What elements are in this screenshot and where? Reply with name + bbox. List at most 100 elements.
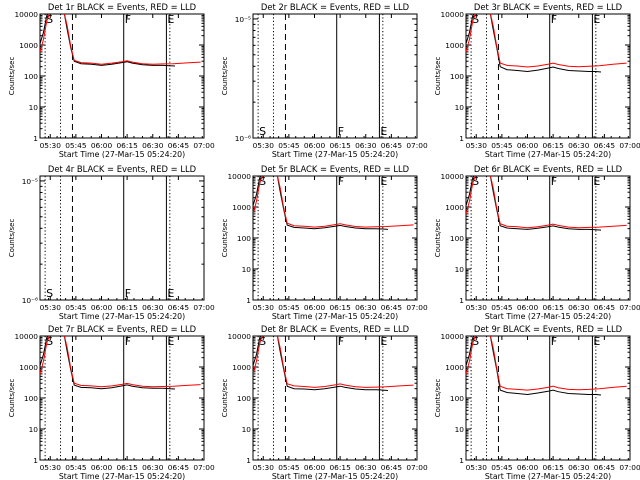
y-tick-label: 1000: [19, 363, 38, 372]
y-tick-label: 100: [450, 72, 464, 81]
series-group: [466, 14, 627, 73]
x-tick-label: 06:00: [91, 463, 113, 472]
marker-label: F: [338, 335, 344, 348]
y-tick-label: 10⁻⁵: [22, 177, 38, 186]
y-tick-label: 100: [237, 394, 251, 403]
y-tick-label: 10000: [227, 332, 251, 341]
x-tick-label: 06:15: [542, 141, 564, 150]
panel-det-8: Det 8r BLACK = Events, RED = LLD 05:30 05:…: [221, 324, 428, 480]
y-axis-label: Counts/sec: [221, 379, 229, 418]
x-tick-label: 06:30: [568, 463, 590, 472]
x-tick-label: 05:45: [65, 303, 87, 312]
x-tick-label: 06:30: [355, 141, 377, 150]
x-axis-label: Start Time (27-Mar-15 05:24:20): [59, 472, 185, 480]
events-series-line: [466, 14, 602, 73]
marker-label: E: [380, 125, 387, 138]
y-tick-label: 1: [246, 296, 251, 305]
marker-label: E: [380, 175, 387, 188]
lld-series-line: [253, 176, 414, 228]
x-tick-label: 06:45: [381, 303, 403, 312]
x-tick-label: 06:15: [329, 463, 351, 472]
lld-series-line: [253, 336, 414, 388]
events-series-line: [466, 176, 602, 231]
marker-label: S: [472, 175, 479, 188]
x-tick-label: 07:00: [406, 141, 428, 150]
y-tick-label: 10⁻⁶: [235, 134, 251, 143]
x-tick-label: 06:30: [142, 303, 164, 312]
x-tick-label: 06:15: [116, 303, 138, 312]
x-tick-label: 06:00: [91, 141, 113, 150]
series-group: [466, 336, 627, 396]
y-tick-label: 1000: [19, 41, 38, 50]
panel-det-2: Det 2r BLACK = Events, RED = LLD 05:30 05:…: [221, 2, 428, 159]
x-tick-label: 05:30: [466, 303, 488, 312]
y-tick-label: 1: [33, 134, 38, 143]
y-tick-label: 10000: [440, 10, 464, 19]
marker-label: E: [380, 335, 387, 348]
panel-det-3: Det 3r BLACK = Events, RED = LLD 05:30 05:…: [434, 2, 640, 159]
x-tick-label: 06:45: [594, 463, 616, 472]
lld-series-line: [466, 176, 627, 229]
x-tick-label: 06:00: [304, 141, 326, 150]
y-tick-label: 10⁻⁶: [22, 296, 38, 305]
panel-det-4: Det 4r BLACK = Events, RED = LLD 05:30 05:…: [8, 164, 215, 321]
series-group: [40, 14, 201, 67]
x-tick-label: 06:30: [568, 141, 590, 150]
y-axis-label: Counts/sec: [221, 57, 229, 96]
panel-title: Det 5r BLACK = Events, RED = LLD: [261, 164, 409, 174]
y-tick-label: 1000: [232, 363, 251, 372]
x-tick-label: 05:45: [65, 463, 87, 472]
y-tick-label: 100: [237, 234, 251, 243]
lld-series-line: [466, 336, 627, 391]
panel-title: Det 8r BLACK = Events, RED = LLD: [261, 324, 409, 334]
marker-label: F: [551, 13, 557, 26]
marker-label: E: [593, 175, 600, 188]
x-tick-label: 07:00: [406, 463, 428, 472]
x-tick-label: 05:45: [278, 141, 300, 150]
events-series-line: [253, 176, 389, 230]
marker-label: F: [125, 287, 131, 300]
marker-label: E: [593, 335, 600, 348]
x-tick-label: 05:30: [40, 141, 62, 150]
marker-label: E: [167, 13, 174, 26]
y-tick-label: 1: [459, 296, 464, 305]
events-series-line: [40, 14, 176, 67]
x-tick-label: 07:00: [619, 141, 640, 150]
x-tick-label: 07:00: [619, 463, 640, 472]
marker-label: S: [46, 287, 53, 300]
x-axis-label: Start Time (27-Mar-15 05:24:20): [485, 150, 611, 159]
events-series-line: [40, 336, 176, 390]
marker-label: E: [167, 287, 174, 300]
y-tick-label: 10000: [14, 10, 38, 19]
x-tick-label: 06:30: [355, 463, 377, 472]
x-tick-label: 05:45: [65, 141, 87, 150]
plot-frame: [465, 335, 631, 461]
x-tick-label: 06:15: [542, 463, 564, 472]
x-tick-label: 05:45: [278, 303, 300, 312]
x-tick-label: 06:15: [116, 463, 138, 472]
y-tick-label: 1000: [232, 203, 251, 212]
x-tick-label: 06:00: [517, 303, 539, 312]
y-tick-label: 1: [459, 134, 464, 143]
x-tick-label: 06:45: [594, 141, 616, 150]
panel-title: Det 1r BLACK = Events, RED = LLD: [48, 2, 196, 12]
panel-title: Det 7r BLACK = Events, RED = LLD: [48, 324, 196, 334]
lld-series-line: [466, 14, 627, 68]
panel-det-5: Det 5r BLACK = Events, RED = LLD 05:30 05:…: [221, 164, 428, 321]
marker-label: S: [259, 175, 266, 188]
y-tick-label: 1000: [445, 203, 464, 212]
marker-label: S: [46, 13, 53, 26]
x-tick-label: 06:00: [304, 303, 326, 312]
y-tick-label: 10000: [440, 172, 464, 181]
plot-frame: [39, 335, 205, 461]
y-axis-label: Counts/sec: [8, 219, 16, 258]
x-tick-label: 05:30: [253, 303, 275, 312]
x-tick-label: 06:45: [381, 463, 403, 472]
y-tick-label: 10: [242, 265, 252, 274]
x-tick-label: 06:30: [355, 303, 377, 312]
marker-label: F: [551, 335, 557, 348]
marker-label: S: [46, 335, 53, 348]
y-tick-label: 1: [459, 456, 464, 465]
y-axis-label: Counts/sec: [434, 379, 442, 418]
marker-label: F: [125, 13, 131, 26]
